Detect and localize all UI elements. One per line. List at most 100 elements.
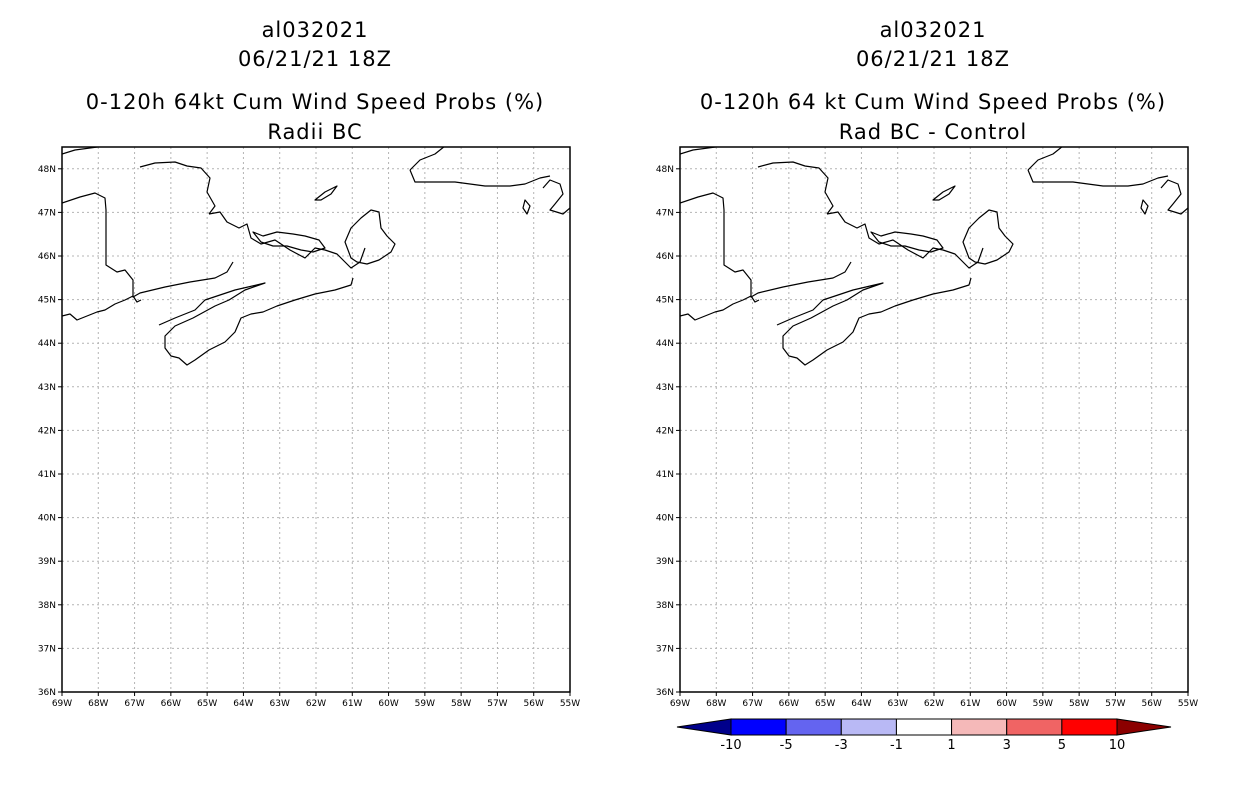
- lat-label: 44N: [656, 339, 674, 349]
- colorbar-swatch: [785, 718, 842, 736]
- lat-label: 36N: [38, 688, 56, 698]
- colorbar-swatch: [840, 718, 897, 736]
- coastline: [870, 231, 944, 253]
- coastline: [409, 147, 445, 171]
- lon-label: 56W: [524, 699, 544, 709]
- lat-label: 46N: [38, 252, 56, 262]
- map-panel-radii-bc: al032021 06/21/21 18Z 0-120h 64kt Cum Wi…: [15, 0, 615, 800]
- colorbar-swatch: [1061, 718, 1118, 736]
- lon-label: 62W: [306, 699, 326, 709]
- colorbar-swatch: [730, 718, 787, 736]
- lat-label: 36N: [656, 688, 674, 698]
- lat-label: 43N: [38, 383, 56, 393]
- colorbar-label: 3: [1003, 738, 1011, 753]
- coastline: [314, 185, 338, 201]
- datetime: 06/21/21 18Z: [237, 47, 393, 71]
- lat-label: 48N: [656, 165, 674, 175]
- plot-subtitle: Radii BC: [267, 120, 363, 144]
- plot-title: 0-120h 64kt Cum Wind Speed Probs (%): [85, 90, 545, 114]
- lat-label: 43N: [656, 383, 674, 393]
- lon-label: 57W: [1105, 699, 1125, 709]
- coastline: [252, 231, 326, 253]
- coastline: [542, 179, 570, 215]
- colorbar-label: 5: [1058, 738, 1066, 753]
- map-svg: 69W 68W 67W 66W 65W 64W 63W 62W 61W 60W 59W 58W 57W 5…: [656, 146, 1198, 753]
- coastline: [1140, 199, 1149, 215]
- lon-label: 69W: [52, 699, 72, 709]
- lon-label: 60W: [996, 699, 1016, 709]
- coastline: [826, 211, 984, 269]
- coastline: [62, 192, 234, 298]
- lon-label: 69W: [670, 699, 690, 709]
- lat-label: 38N: [38, 601, 56, 611]
- lat-label: 45N: [38, 296, 56, 306]
- coastline: [344, 209, 396, 265]
- coastline: [932, 185, 956, 201]
- coastline: [62, 147, 103, 155]
- map-svg: 69W 68W 67W 66W 65W 64W 63W 62W 61W 60W 59W 58W 57W 5…: [38, 146, 580, 709]
- lat-label: 40N: [656, 514, 674, 524]
- lat-label: 39N: [656, 557, 674, 567]
- lat-label: 39N: [38, 557, 56, 567]
- lon-label: 63W: [888, 699, 908, 709]
- coastline: [1027, 169, 1169, 187]
- plot-subtitle: Rad BC - Control: [838, 120, 1028, 144]
- coastlines: [62, 147, 570, 366]
- lon-label: 64W: [233, 699, 253, 709]
- lon-label: 62W: [924, 699, 944, 709]
- lon-label: 67W: [742, 699, 762, 709]
- lon-label: 65W: [197, 699, 217, 709]
- colorbar-arrow-high: [1116, 718, 1172, 736]
- lon-label: 66W: [161, 699, 181, 709]
- datetime: 06/21/21 18Z: [855, 47, 1011, 71]
- colorbar-arrow-low: [676, 718, 732, 736]
- lon-label: 60W: [378, 699, 398, 709]
- lat-label: 42N: [38, 426, 56, 436]
- lon-label: 68W: [706, 699, 726, 709]
- lat-label: 40N: [38, 514, 56, 524]
- colorbar-swatch: [1006, 718, 1063, 736]
- coastline: [409, 169, 551, 187]
- lon-label: 55W: [1178, 699, 1198, 709]
- lon-label: 65W: [815, 699, 835, 709]
- colorbar-label: 10: [1109, 738, 1126, 753]
- lat-label: 45N: [656, 296, 674, 306]
- coastline: [962, 209, 1014, 265]
- lon-label: 68W: [88, 699, 108, 709]
- lat-label: 41N: [38, 470, 56, 480]
- map-panel-rad-bc-control: al032021 06/21/21 18Z 0-120h 64 kt Cum W…: [633, 0, 1233, 800]
- lon-label: 61W: [342, 699, 362, 709]
- plot-title: 0-120h 64 kt Cum Wind Speed Probs (%): [699, 90, 1167, 114]
- lon-label: 63W: [270, 699, 290, 709]
- coastline: [62, 295, 142, 321]
- lon-label: 64W: [851, 699, 871, 709]
- lat-label: 41N: [656, 470, 674, 480]
- colorbar-label: -1: [890, 738, 903, 753]
- lat-label: 48N: [38, 165, 56, 175]
- lon-label: 56W: [1142, 699, 1162, 709]
- lon-label: 58W: [1069, 699, 1089, 709]
- coastline: [757, 161, 834, 215]
- lat-label: 38N: [656, 601, 674, 611]
- lat-label: 42N: [656, 426, 674, 436]
- colorbar-label: -10: [720, 738, 741, 753]
- lat-label: 46N: [656, 252, 674, 262]
- coastline: [139, 161, 216, 215]
- colorbar-swatch: [951, 718, 1008, 736]
- coastline: [208, 211, 366, 269]
- lon-label: 58W: [451, 699, 471, 709]
- lon-label: 67W: [124, 699, 144, 709]
- lon-label: 59W: [415, 699, 435, 709]
- lon-label: 66W: [779, 699, 799, 709]
- colorbar-label: -3: [835, 738, 848, 753]
- lon-label: 59W: [1033, 699, 1053, 709]
- coastline: [522, 199, 531, 215]
- lat-label: 47N: [656, 208, 674, 218]
- lat-label: 47N: [38, 208, 56, 218]
- lat-label: 44N: [38, 339, 56, 349]
- coastlines: [680, 147, 1188, 366]
- colorbar: -10 -5 -3 -1 1 3 5 10: [676, 718, 1172, 753]
- lat-label: 37N: [38, 644, 56, 654]
- coastline: [680, 295, 760, 321]
- lon-label: 55W: [560, 699, 580, 709]
